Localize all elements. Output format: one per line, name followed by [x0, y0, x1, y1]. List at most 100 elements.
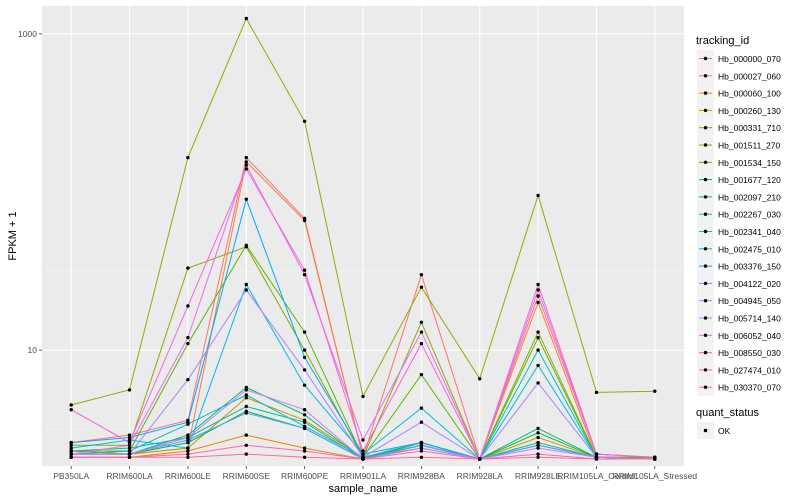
data-point — [127, 388, 132, 392]
data-point — [244, 411, 248, 415]
data-point — [302, 268, 307, 272]
y-axis-ticks: 10 1000 — [18, 29, 42, 355]
data-point — [186, 435, 190, 440]
data-point — [302, 420, 307, 424]
data-point — [419, 440, 424, 445]
data-point — [419, 443, 424, 447]
x-tick-label: RRIM928BA — [398, 471, 446, 481]
legend-label: Hb_000027_060 — [718, 71, 781, 81]
data-point — [186, 155, 190, 160]
data-point — [594, 390, 599, 395]
x-tick-label: RRIM105LA_Control — [557, 471, 636, 481]
legend-key-point — [703, 177, 708, 182]
legend-key-point — [703, 56, 708, 61]
data-point — [419, 320, 424, 324]
legend-key-point — [703, 247, 708, 251]
x-axis-title: sample_name — [328, 483, 397, 495]
legend-label: Hb_030370_070 — [718, 383, 781, 393]
data-point — [536, 452, 540, 456]
data-point — [302, 455, 307, 459]
legend-label: Hb_000260_130 — [718, 106, 781, 116]
x-tick-label: RRIM105LA_Stressed — [613, 471, 698, 481]
data-point — [536, 381, 540, 385]
legend-status-label: OK — [718, 426, 731, 436]
grid — [42, 6, 684, 466]
data-point — [536, 446, 540, 450]
data-point — [478, 457, 482, 461]
data-point — [244, 167, 248, 171]
data-point — [244, 404, 248, 409]
legend-key-point — [703, 160, 708, 164]
data-point — [536, 426, 540, 431]
legend: Hb_000000_070 Hb_000027_060 Hb_000060_100 H… — [697, 50, 781, 396]
data-point — [186, 304, 190, 308]
data-point — [127, 446, 132, 450]
data-point — [127, 438, 132, 442]
data-point — [653, 457, 657, 461]
data-point — [186, 446, 190, 450]
data-point — [302, 413, 307, 417]
legend-key-point — [703, 108, 708, 113]
y-axis-title: FPKM + 1 — [7, 211, 19, 260]
data-point — [69, 408, 73, 412]
legend-key-point — [703, 126, 708, 130]
data-point — [419, 420, 424, 424]
data-point — [127, 435, 132, 440]
data-point — [536, 455, 540, 459]
data-point — [361, 438, 365, 442]
data-point — [536, 330, 540, 334]
data-point — [244, 155, 248, 160]
data-point — [186, 420, 190, 424]
legend-key-point — [703, 368, 708, 372]
data-point — [244, 16, 248, 21]
data-point — [69, 455, 73, 459]
legend-label: Hb_006052_040 — [718, 331, 781, 341]
data-point — [244, 396, 248, 400]
data-point — [186, 449, 190, 453]
data-point — [536, 348, 540, 352]
data-point — [536, 435, 540, 440]
x-axis-ticks: PB350LA RRIM600LA RRIM600LE RRIM600SE RRIM60… — [53, 466, 697, 481]
data-point — [536, 335, 540, 340]
data-point — [244, 282, 248, 287]
data-point — [244, 160, 248, 164]
data-point — [244, 393, 248, 397]
x-tick-label: RRIM600SE — [223, 471, 271, 481]
data-point — [127, 452, 132, 456]
data-point — [127, 440, 132, 445]
data-point — [302, 273, 307, 277]
legend-label: Hb_002341_040 — [718, 227, 781, 237]
data-point — [186, 266, 190, 270]
x-tick-label: RRIM600LE — [165, 471, 212, 481]
legend-label: Hb_000331_710 — [718, 123, 781, 133]
data-point — [302, 449, 307, 453]
data-point — [594, 452, 599, 456]
x-tick-label: RRIM901LA — [340, 471, 387, 481]
legend-label: Hb_002097_210 — [718, 192, 781, 202]
data-point — [127, 433, 132, 437]
legend-key-point — [703, 333, 708, 337]
legend-key-point — [703, 385, 708, 389]
data-point — [536, 288, 540, 292]
legend-key-point — [703, 74, 708, 78]
data-point — [69, 452, 73, 456]
x-tick-label: RRIM928LA — [457, 471, 504, 481]
data-point — [69, 440, 73, 445]
legend-key-point — [703, 264, 708, 268]
data-point — [244, 163, 248, 167]
legend-key-point — [703, 229, 708, 234]
data-point — [419, 330, 424, 334]
legend-key-point — [703, 195, 708, 199]
y-tick-label: 1000 — [18, 29, 37, 39]
legend-label: Hb_008550_030 — [718, 348, 781, 358]
data-point — [244, 197, 248, 201]
data-point — [186, 335, 190, 340]
data-point — [302, 330, 307, 334]
legend-title: tracking_id — [696, 35, 749, 47]
data-point — [302, 426, 307, 431]
data-point — [127, 449, 132, 453]
data-point — [69, 446, 73, 450]
data-point — [69, 449, 73, 453]
data-point — [244, 452, 248, 456]
